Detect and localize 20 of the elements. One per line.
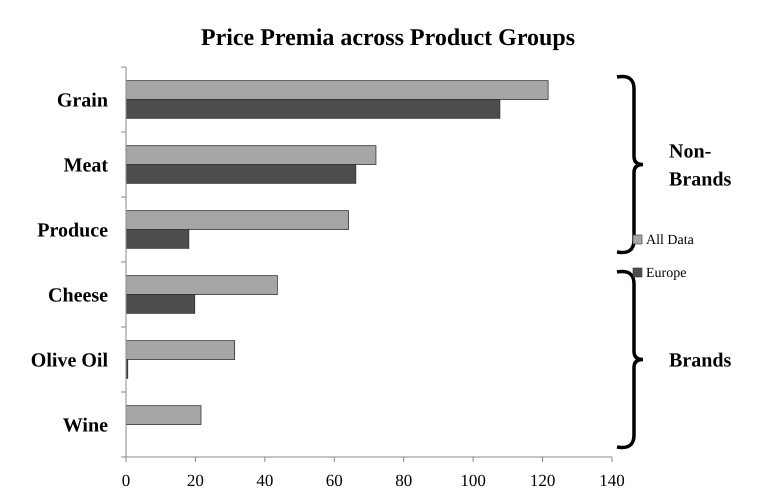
x-tick-label: 120 [530, 471, 556, 490]
legend-label: All Data [646, 233, 695, 248]
y-tick-label: Meat [64, 154, 108, 176]
y-tick-label: Grain [56, 90, 108, 112]
x-tick-label: 80 [395, 471, 412, 490]
x-tick-label: 100 [460, 471, 486, 490]
x-tick-label: 0 [122, 471, 130, 490]
chart-title: Price Premia across Product Groups [200, 25, 576, 51]
x-tick-label: 60 [326, 471, 343, 490]
y-tick-label: Produce [37, 220, 108, 242]
x-tick-label: 40 [256, 471, 274, 490]
y-tick-label: Cheese [48, 284, 108, 306]
legend-label: Europe [646, 266, 686, 281]
text: Brands [669, 350, 732, 372]
y-tick-label: Wine [62, 414, 108, 436]
x-tick-label: 20 [186, 471, 204, 490]
bar [126, 405, 202, 425]
x-tick-label: 140 [599, 471, 625, 490]
y-tick-label: Olive Oil [30, 350, 108, 372]
text: Non-Brands [669, 140, 732, 190]
